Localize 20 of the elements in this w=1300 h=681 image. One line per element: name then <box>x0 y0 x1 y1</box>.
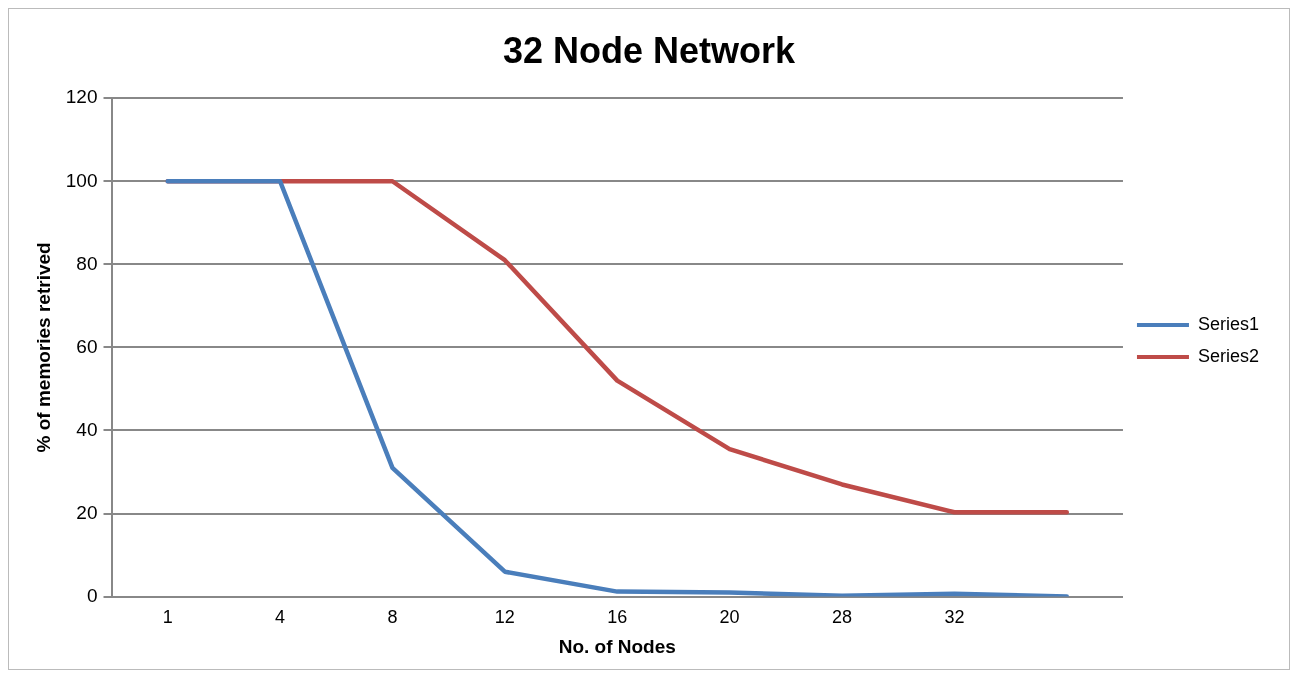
x-tick-label: 4 <box>275 607 286 628</box>
x-tick-label: 28 <box>831 607 853 628</box>
y-tick-label: 0 <box>86 584 98 606</box>
y-tick-label: 60 <box>76 335 98 357</box>
y-tick-label: 80 <box>76 252 98 274</box>
x-tick-label: 20 <box>719 607 740 628</box>
y-tick-label: 120 <box>65 86 98 108</box>
x-axis-title: No. of Nodes <box>558 635 676 657</box>
x-tick-label: 16 <box>607 607 628 628</box>
y-tick-label: 40 <box>76 418 98 440</box>
legend-label: Series1 <box>1197 313 1259 334</box>
y-axis-title: % of memories retrived <box>32 242 54 453</box>
x-tick-label: 32 <box>944 607 965 628</box>
x-tick-label: 12 <box>494 607 515 628</box>
chart-title: 32 Node Network <box>502 29 797 71</box>
y-tick-label: 100 <box>65 169 98 191</box>
y-tick-label: 20 <box>76 501 98 523</box>
x-tick-label: 1 <box>162 607 173 628</box>
legend-label: Series2 <box>1197 345 1259 366</box>
x-tick-label: 8 <box>387 607 398 628</box>
